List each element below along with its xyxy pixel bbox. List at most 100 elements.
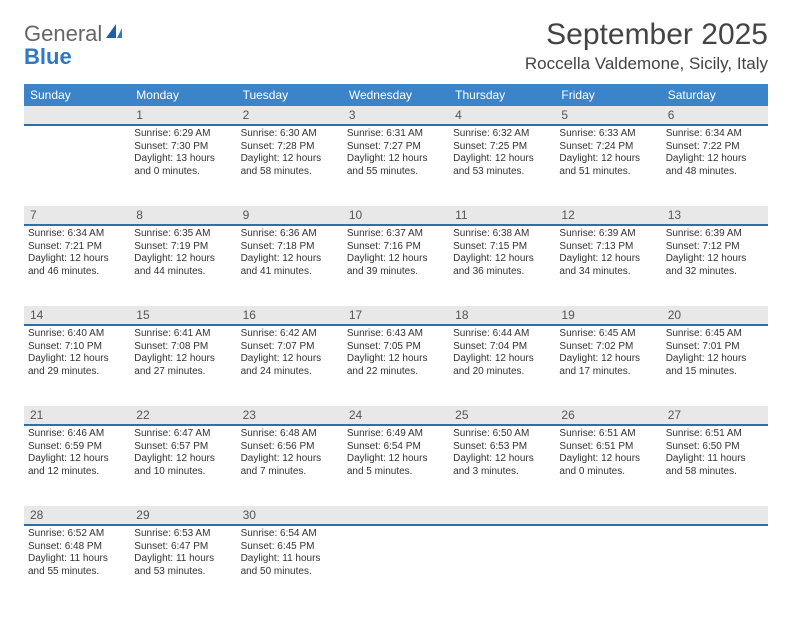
day-number: 16 xyxy=(237,306,343,324)
sunrise-line: Sunrise: 6:35 AM xyxy=(134,228,232,241)
sunset-line: Sunset: 7:13 PM xyxy=(559,241,657,254)
day-number: 9 xyxy=(237,206,343,224)
weekday-header-cell: Wednesday xyxy=(343,84,449,106)
day-number: 10 xyxy=(343,206,449,224)
sunrise-line: Sunrise: 6:45 AM xyxy=(666,328,764,341)
sunset-line: Sunset: 7:12 PM xyxy=(666,241,764,254)
sunrise-line: Sunrise: 6:29 AM xyxy=(134,128,232,141)
day-number: 25 xyxy=(449,406,555,424)
title-block: September 2025 Roccella Valdemone, Sicil… xyxy=(525,18,768,74)
daylight-line: Daylight: 12 hours and 39 minutes. xyxy=(347,253,445,278)
daylight-line: Daylight: 12 hours and 0 minutes. xyxy=(559,453,657,478)
day-number: 30 xyxy=(237,506,343,524)
day-cell: Sunrise: 6:39 AMSunset: 7:12 PMDaylight:… xyxy=(662,224,768,306)
day-cell: Sunrise: 6:53 AMSunset: 6:47 PMDaylight:… xyxy=(130,524,236,606)
sunset-line: Sunset: 6:48 PM xyxy=(28,541,126,554)
weekday-header-cell: Monday xyxy=(130,84,236,106)
daylight-line: Daylight: 12 hours and 22 minutes. xyxy=(347,353,445,378)
day-number-row: 282930 xyxy=(24,506,768,524)
calendar-page: General Blue September 2025 Roccella Val… xyxy=(0,0,792,618)
day-detail-row: Sunrise: 6:34 AMSunset: 7:21 PMDaylight:… xyxy=(24,224,768,306)
sunset-line: Sunset: 7:22 PM xyxy=(666,141,764,154)
day-number: 5 xyxy=(555,106,661,124)
sunset-line: Sunset: 6:45 PM xyxy=(241,541,339,554)
sunset-line: Sunset: 7:28 PM xyxy=(241,141,339,154)
day-number xyxy=(343,506,449,524)
sunrise-line: Sunrise: 6:45 AM xyxy=(559,328,657,341)
sunrise-line: Sunrise: 6:40 AM xyxy=(28,328,126,341)
daylight-line: Daylight: 12 hours and 27 minutes. xyxy=(134,353,232,378)
day-cell: Sunrise: 6:45 AMSunset: 7:01 PMDaylight:… xyxy=(662,324,768,406)
weekday-header-cell: Sunday xyxy=(24,84,130,106)
sunrise-line: Sunrise: 6:34 AM xyxy=(666,128,764,141)
sunset-line: Sunset: 7:19 PM xyxy=(134,241,232,254)
daylight-line: Daylight: 12 hours and 3 minutes. xyxy=(453,453,551,478)
day-number xyxy=(555,506,661,524)
sunset-line: Sunset: 7:08 PM xyxy=(134,341,232,354)
daylight-line: Daylight: 12 hours and 44 minutes. xyxy=(134,253,232,278)
sunset-line: Sunset: 6:51 PM xyxy=(559,441,657,454)
sunset-line: Sunset: 7:16 PM xyxy=(347,241,445,254)
sunset-line: Sunset: 6:53 PM xyxy=(453,441,551,454)
daylight-line: Daylight: 12 hours and 20 minutes. xyxy=(453,353,551,378)
day-cell: Sunrise: 6:29 AMSunset: 7:30 PMDaylight:… xyxy=(130,124,236,206)
day-number: 19 xyxy=(555,306,661,324)
daylight-line: Daylight: 12 hours and 41 minutes. xyxy=(241,253,339,278)
day-cell: Sunrise: 6:43 AMSunset: 7:05 PMDaylight:… xyxy=(343,324,449,406)
day-cell xyxy=(343,524,449,606)
day-number: 20 xyxy=(662,306,768,324)
sunrise-line: Sunrise: 6:34 AM xyxy=(28,228,126,241)
sunrise-line: Sunrise: 6:42 AM xyxy=(241,328,339,341)
sunrise-line: Sunrise: 6:52 AM xyxy=(28,528,126,541)
sunrise-line: Sunrise: 6:37 AM xyxy=(347,228,445,241)
day-number: 15 xyxy=(130,306,236,324)
daylight-line: Daylight: 12 hours and 34 minutes. xyxy=(559,253,657,278)
day-cell: Sunrise: 6:37 AMSunset: 7:16 PMDaylight:… xyxy=(343,224,449,306)
day-cell xyxy=(555,524,661,606)
day-number-row: 123456 xyxy=(24,106,768,124)
day-cell: Sunrise: 6:48 AMSunset: 6:56 PMDaylight:… xyxy=(237,424,343,506)
day-detail-row: Sunrise: 6:52 AMSunset: 6:48 PMDaylight:… xyxy=(24,524,768,606)
daylight-line: Daylight: 12 hours and 29 minutes. xyxy=(28,353,126,378)
header: General Blue September 2025 Roccella Val… xyxy=(24,18,768,74)
day-cell: Sunrise: 6:33 AMSunset: 7:24 PMDaylight:… xyxy=(555,124,661,206)
sunset-line: Sunset: 6:59 PM xyxy=(28,441,126,454)
sunrise-line: Sunrise: 6:44 AM xyxy=(453,328,551,341)
day-cell: Sunrise: 6:36 AMSunset: 7:18 PMDaylight:… xyxy=(237,224,343,306)
day-cell: Sunrise: 6:46 AMSunset: 6:59 PMDaylight:… xyxy=(24,424,130,506)
day-number: 17 xyxy=(343,306,449,324)
daylight-line: Daylight: 12 hours and 46 minutes. xyxy=(28,253,126,278)
day-cell: Sunrise: 6:50 AMSunset: 6:53 PMDaylight:… xyxy=(449,424,555,506)
sunrise-line: Sunrise: 6:41 AM xyxy=(134,328,232,341)
sunrise-line: Sunrise: 6:39 AM xyxy=(559,228,657,241)
day-cell: Sunrise: 6:31 AMSunset: 7:27 PMDaylight:… xyxy=(343,124,449,206)
day-detail-row: Sunrise: 6:46 AMSunset: 6:59 PMDaylight:… xyxy=(24,424,768,506)
daylight-line: Daylight: 12 hours and 55 minutes. xyxy=(347,153,445,178)
day-cell: Sunrise: 6:52 AMSunset: 6:48 PMDaylight:… xyxy=(24,524,130,606)
day-number: 1 xyxy=(130,106,236,124)
daylight-line: Daylight: 12 hours and 12 minutes. xyxy=(28,453,126,478)
day-cell xyxy=(449,524,555,606)
sunset-line: Sunset: 7:25 PM xyxy=(453,141,551,154)
sunrise-line: Sunrise: 6:53 AM xyxy=(134,528,232,541)
sunset-line: Sunset: 7:27 PM xyxy=(347,141,445,154)
sunrise-line: Sunrise: 6:31 AM xyxy=(347,128,445,141)
day-cell: Sunrise: 6:38 AMSunset: 7:15 PMDaylight:… xyxy=(449,224,555,306)
weekday-header-cell: Friday xyxy=(555,84,661,106)
day-detail-row: Sunrise: 6:40 AMSunset: 7:10 PMDaylight:… xyxy=(24,324,768,406)
daylight-line: Daylight: 12 hours and 51 minutes. xyxy=(559,153,657,178)
day-number xyxy=(24,106,130,124)
day-detail-row: Sunrise: 6:29 AMSunset: 7:30 PMDaylight:… xyxy=(24,124,768,206)
sunset-line: Sunset: 7:05 PM xyxy=(347,341,445,354)
sunrise-line: Sunrise: 6:46 AM xyxy=(28,428,126,441)
day-cell xyxy=(24,124,130,206)
day-cell: Sunrise: 6:39 AMSunset: 7:13 PMDaylight:… xyxy=(555,224,661,306)
sunrise-line: Sunrise: 6:47 AM xyxy=(134,428,232,441)
day-cell: Sunrise: 6:47 AMSunset: 6:57 PMDaylight:… xyxy=(130,424,236,506)
daylight-line: Daylight: 12 hours and 32 minutes. xyxy=(666,253,764,278)
daylight-line: Daylight: 12 hours and 10 minutes. xyxy=(134,453,232,478)
day-cell: Sunrise: 6:41 AMSunset: 7:08 PMDaylight:… xyxy=(130,324,236,406)
sunset-line: Sunset: 7:04 PM xyxy=(453,341,551,354)
daylight-line: Daylight: 12 hours and 5 minutes. xyxy=(347,453,445,478)
daylight-line: Daylight: 12 hours and 24 minutes. xyxy=(241,353,339,378)
